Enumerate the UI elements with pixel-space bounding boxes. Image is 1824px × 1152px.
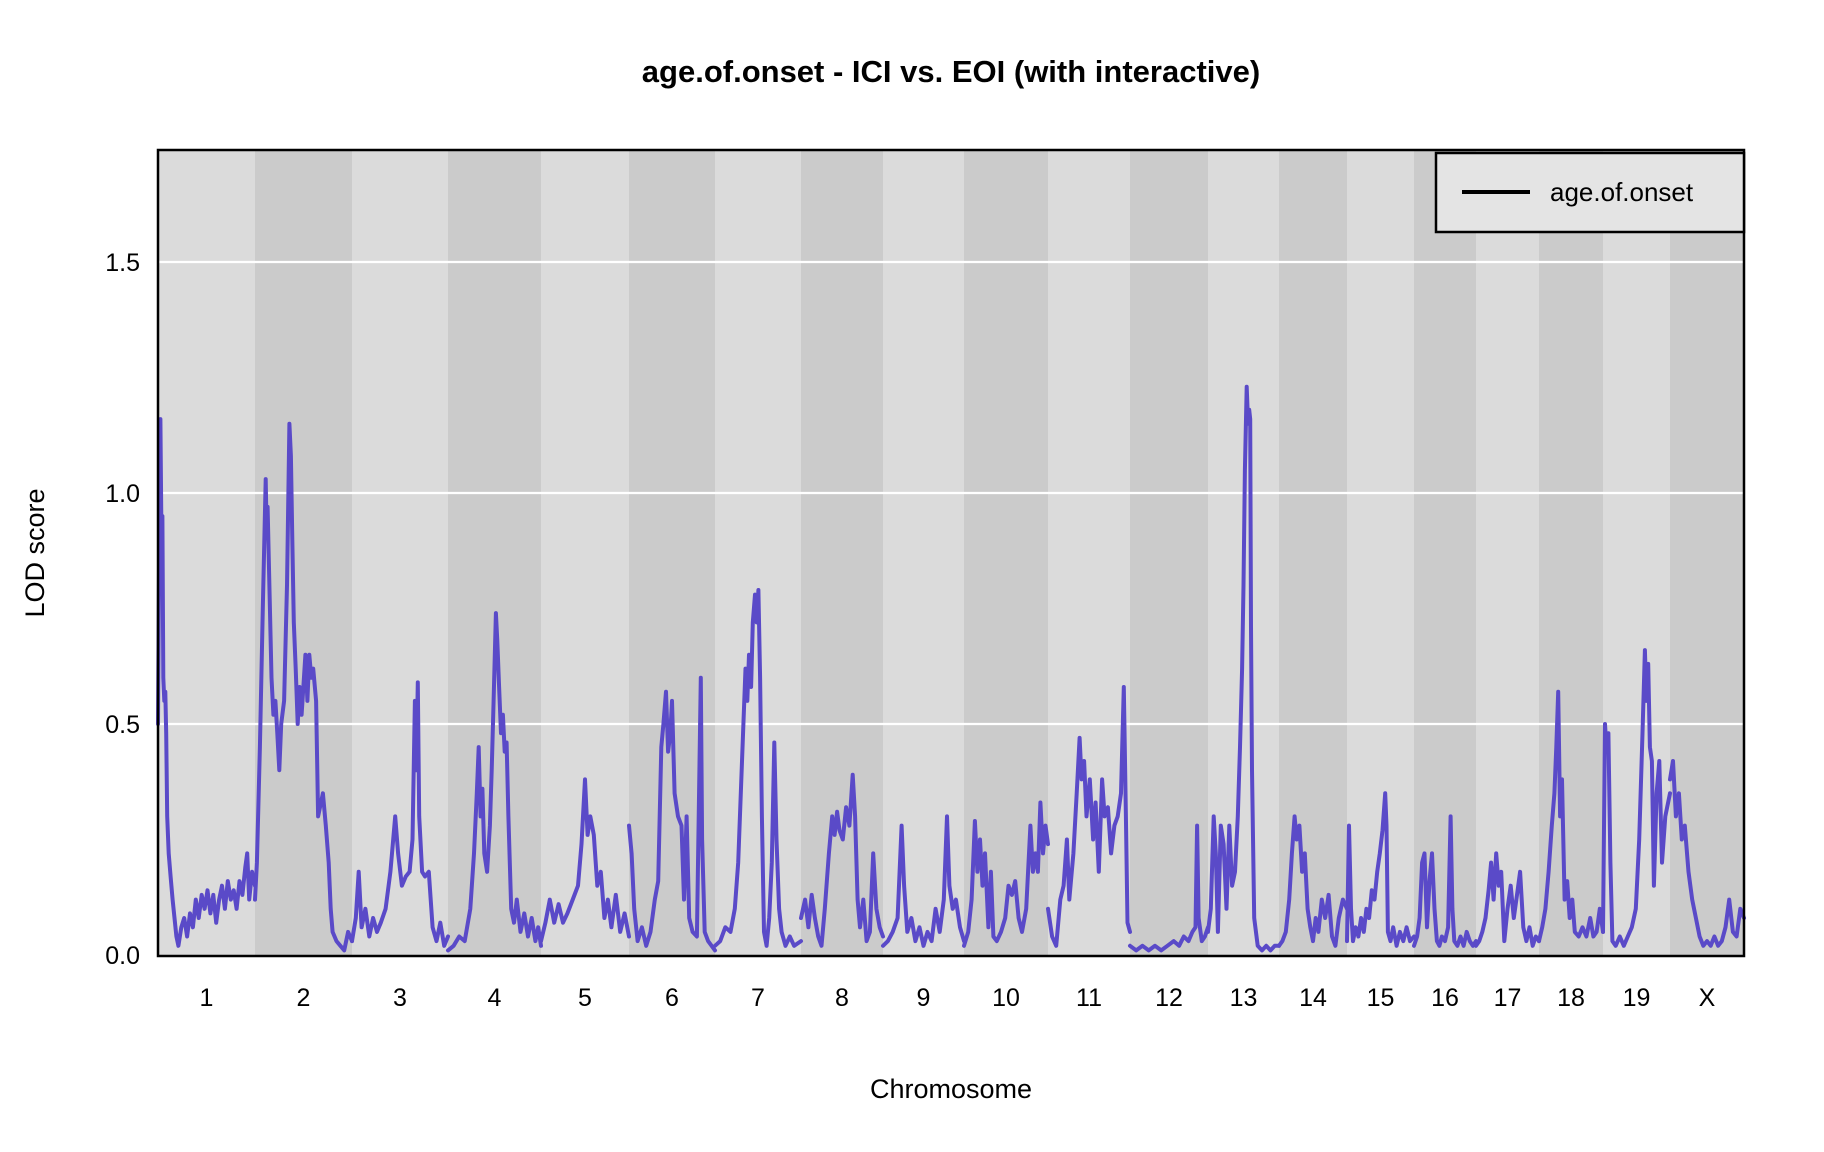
lod-line-chr16: [1412, 814, 1478, 948]
x-tick-label-chr5: 5: [578, 984, 592, 1012]
lod-line-chr1: [156, 417, 257, 948]
band-chr19: [1603, 150, 1670, 956]
band-chr15: [1347, 150, 1414, 956]
y-axis-title: LOD score: [20, 488, 50, 617]
x-axis-tick-labels: 1 2 3 4 5 6 7 8 9 10 11 12 13 14 15 16 17 18 19 X: [200, 984, 1716, 1012]
band-chr7: [715, 150, 801, 956]
band-chr5: [541, 150, 629, 956]
x-tick-label-chr1: 1: [200, 984, 214, 1012]
band-chr4: [448, 150, 541, 956]
lod-line-chr10: [962, 800, 1050, 948]
lod-line-chr15: [1345, 791, 1416, 948]
x-tick-label-chr13: 13: [1230, 984, 1258, 1012]
lod-series: [156, 384, 1746, 953]
x-tick-label-chr3: 3: [393, 984, 407, 1012]
band-chr12: [1130, 150, 1208, 956]
x-tick-label-chr14: 14: [1299, 984, 1327, 1012]
lod-line-chr8: [799, 772, 885, 948]
lod-line-chr9: [881, 814, 966, 948]
lod-line-chr17: [1474, 851, 1541, 948]
x-tick-label-chr2: 2: [297, 984, 311, 1012]
y-tick-label-1.5: 1.5: [105, 249, 140, 277]
band-chr14: [1279, 150, 1347, 956]
band-chr17: [1476, 150, 1539, 956]
lod-line-chr4: [446, 611, 543, 953]
lod-line-chr12: [1128, 823, 1210, 953]
x-tick-label-chr4: 4: [488, 984, 502, 1012]
x-axis-title: Chromosome: [870, 1074, 1032, 1104]
x-tick-label-chr16: 16: [1431, 984, 1459, 1012]
lod-line-chr5: [539, 777, 631, 944]
x-tick-label-chr8: 8: [835, 984, 849, 1012]
x-tick-label-chr9: 9: [917, 984, 931, 1012]
x-tick-label-chr12: 12: [1155, 984, 1183, 1012]
y-tick-label-0.5: 0.5: [105, 711, 140, 739]
chart-title: age.of.onset - ICI vs. EOI (with interac…: [642, 54, 1260, 89]
lod-line-chr19: [1601, 648, 1672, 948]
lod-line-chr13: [1206, 384, 1281, 953]
plot-panel-border: [156, 148, 1746, 958]
band-chr11: [1048, 150, 1130, 956]
x-tick-label-chr15: 15: [1367, 984, 1395, 1012]
gridlines: [158, 260, 1744, 726]
lod-line-chr2: [253, 421, 354, 953]
legend: age.of.onset: [1434, 151, 1746, 234]
band-chr9: [883, 150, 964, 956]
band-chr18: [1539, 150, 1603, 956]
band-chr8: [801, 150, 883, 956]
x-tick-label-chrX: X: [1699, 984, 1716, 1012]
band-chr16: [1414, 150, 1476, 956]
x-tick-label-chr19: 19: [1623, 984, 1651, 1012]
y-axis-tick-labels: 0.0 0.5 1.0 1.5: [105, 249, 140, 970]
band-chr1: [158, 150, 255, 956]
lod-line-chr6: [627, 675, 717, 953]
lod-line-chr3: [350, 680, 450, 948]
x-tick-label-chr10: 10: [992, 984, 1020, 1012]
y-tick-label-1.0: 1.0: [105, 480, 140, 508]
x-tick-label-chr6: 6: [665, 984, 679, 1012]
lod-line-chr14: [1277, 814, 1349, 948]
x-tick-label-chr17: 17: [1494, 984, 1522, 1012]
band-chr10: [964, 150, 1048, 956]
y-tick-label-0.0: 0.0: [105, 942, 140, 970]
legend-entry-label: age.of.onset: [1550, 177, 1694, 207]
lod-line-chr11: [1046, 685, 1132, 948]
x-tick-label-chr11: 11: [1076, 984, 1102, 1012]
x-tick-label-chr18: 18: [1557, 984, 1585, 1012]
lod-line-chr7: [713, 588, 803, 948]
lod-line-chr18: [1537, 689, 1605, 944]
band-chr3: [352, 150, 448, 956]
lod-line-chrX: [1668, 759, 1746, 948]
band-chr2: [255, 150, 352, 956]
x-tick-label-chr7: 7: [751, 984, 765, 1012]
